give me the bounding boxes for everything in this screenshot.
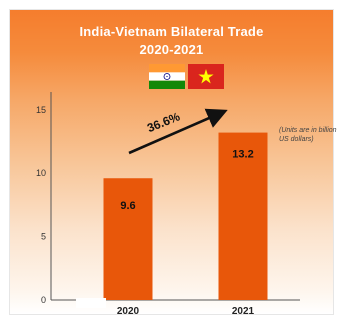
chart-title: India-Vietnam Bilateral Trade	[79, 24, 264, 39]
y-tick-label: 5	[41, 232, 46, 242]
x-tick-label: 2020	[117, 306, 140, 317]
growth-arrow	[128, 108, 228, 155]
y-tick-label: 10	[36, 168, 46, 178]
blank-patch	[76, 298, 106, 308]
vietnam-flag-icon	[188, 64, 224, 89]
chart-card: India-Vietnam Bilateral Trade 2020-2021	[9, 9, 334, 315]
y-tick-label: 15	[36, 105, 46, 115]
bar-2021	[218, 132, 268, 300]
chart-subtitle: 2020-2021	[139, 42, 204, 57]
bar-value-label: 13.2	[232, 149, 253, 161]
unit-note: (Units are in billion US dollars)	[279, 127, 337, 143]
india-flag-icon	[149, 64, 185, 89]
x-tick-label: 2021	[232, 306, 255, 317]
bar-value-label: 9.6	[120, 200, 135, 212]
y-tick-label: 0	[41, 295, 46, 305]
bar-2020	[103, 178, 153, 300]
